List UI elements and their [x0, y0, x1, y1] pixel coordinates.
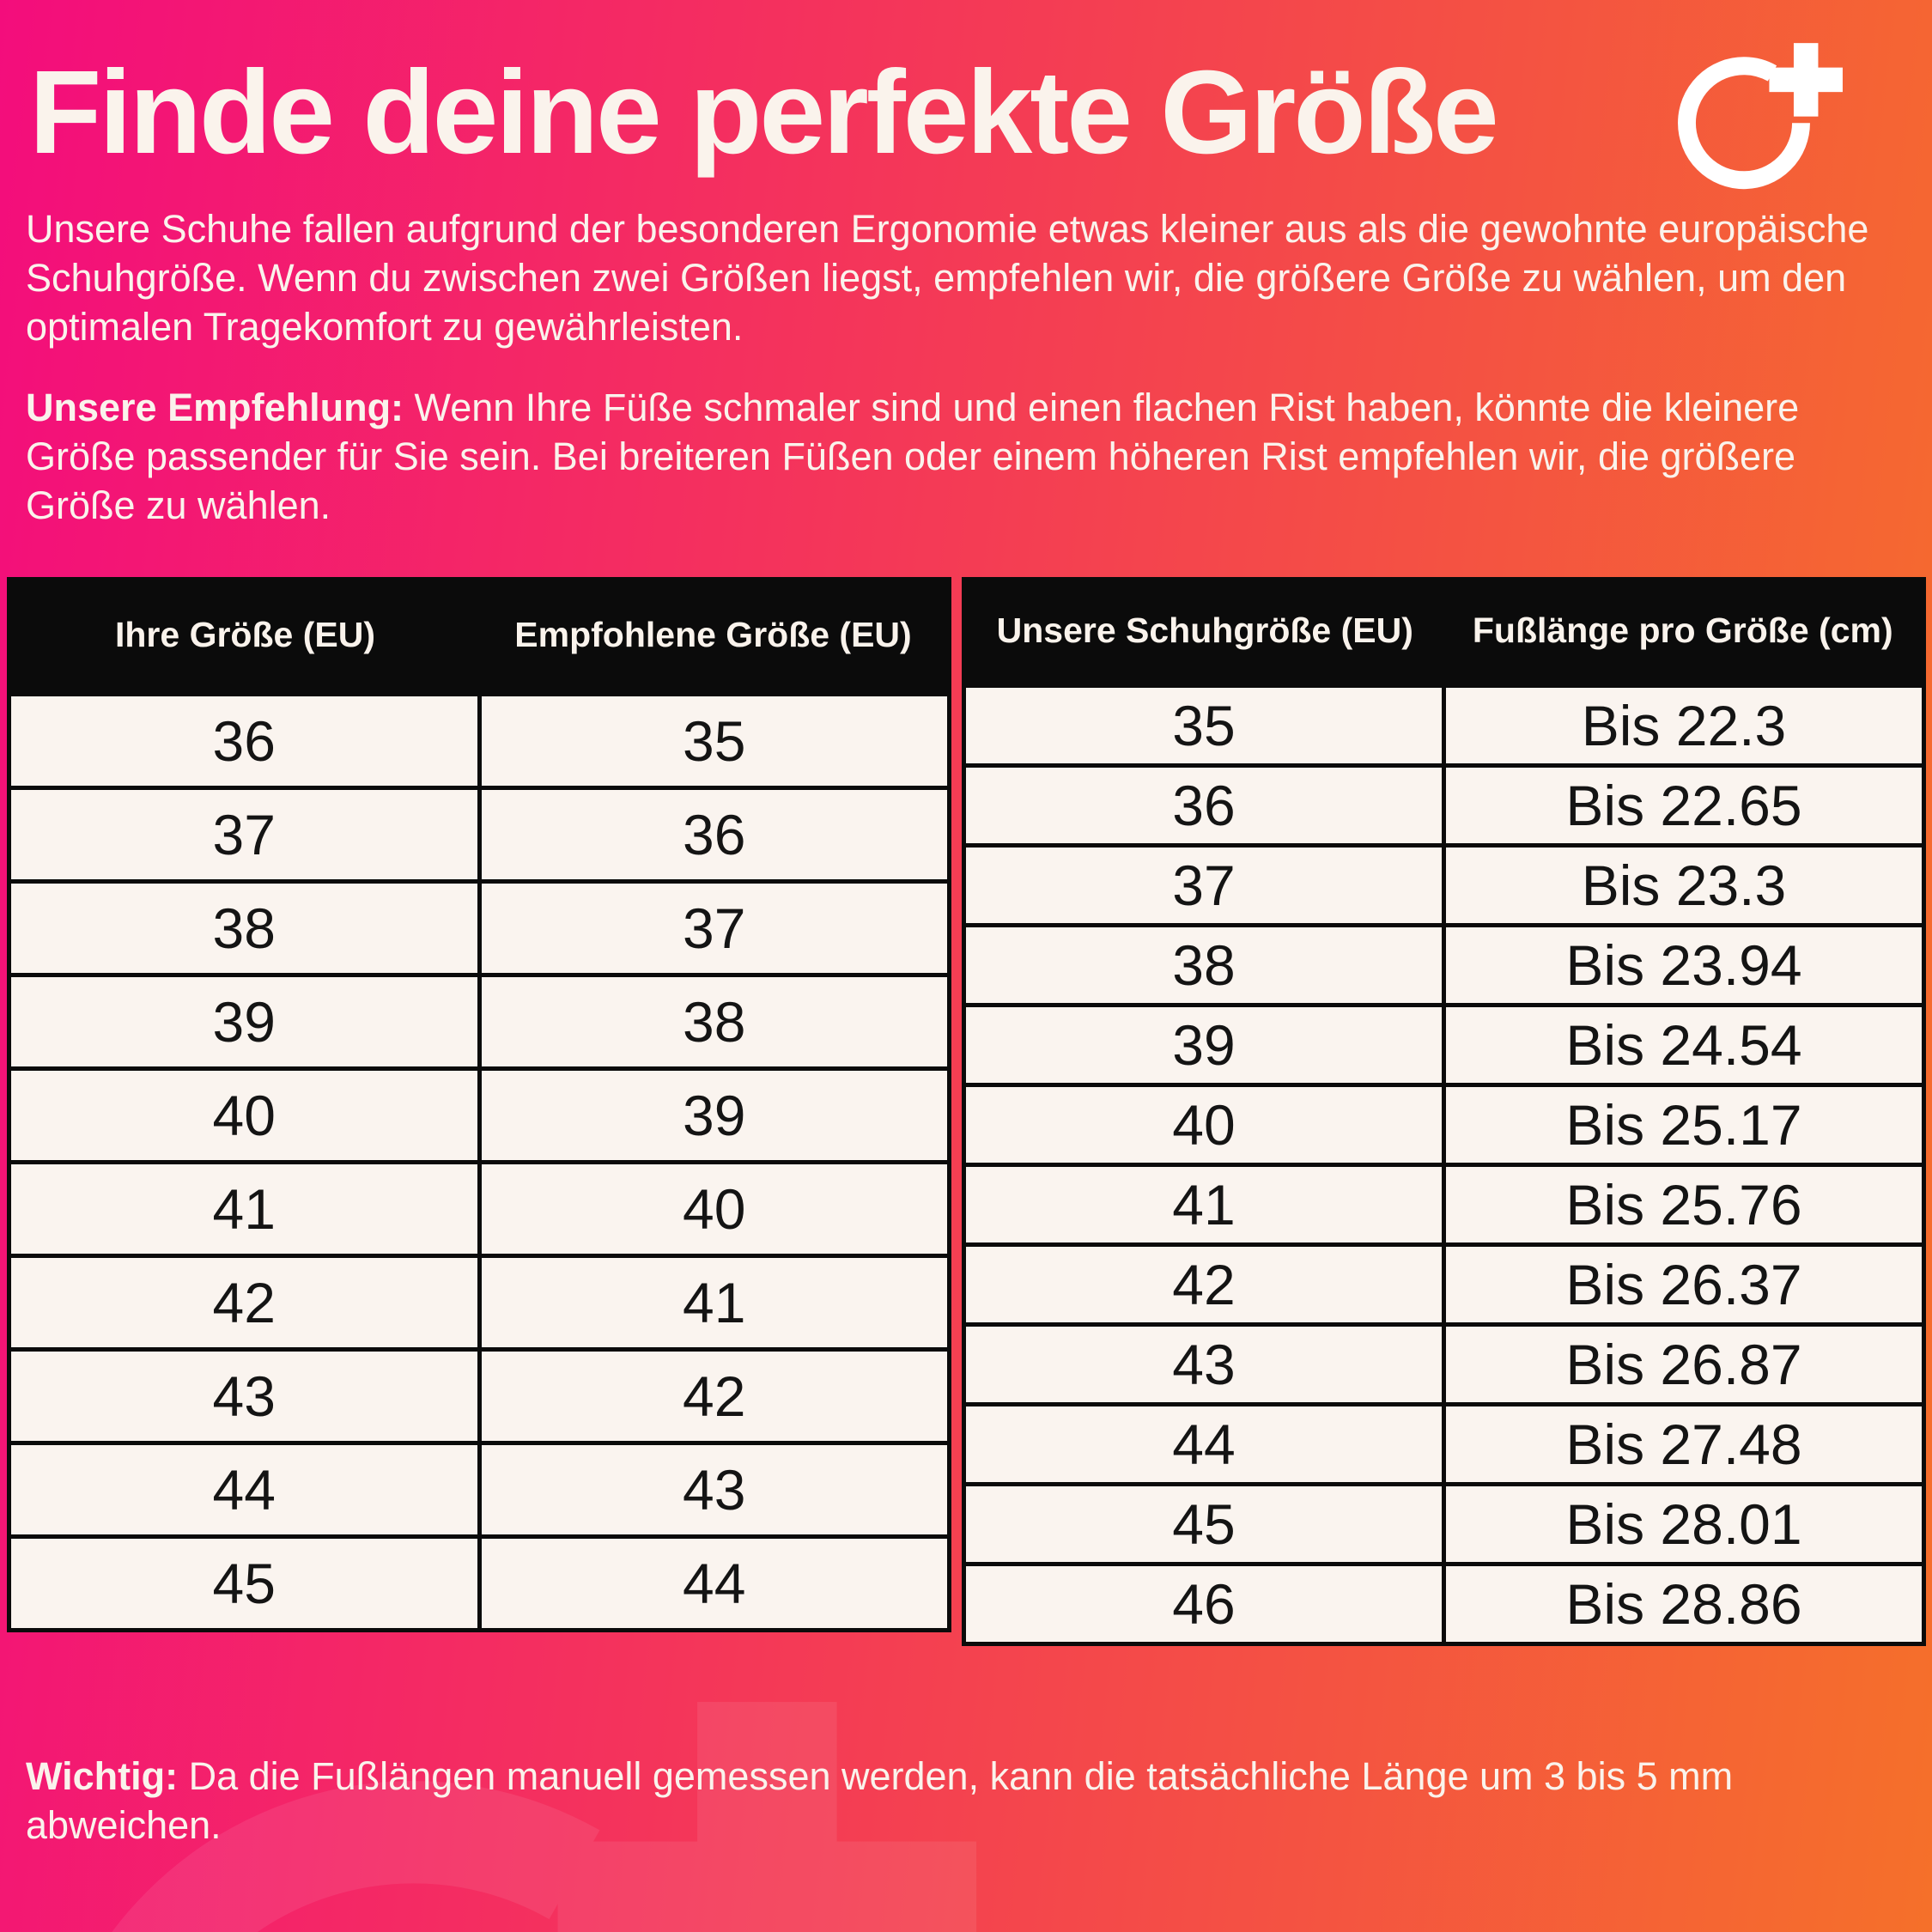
table-row: 36 Bis 22.65 [962, 763, 1926, 848]
table-cell: 42 [7, 1254, 482, 1352]
table-cell: 38 [477, 973, 951, 1071]
table-cell: 36 [477, 786, 951, 884]
table-cell: 38 [7, 879, 482, 977]
table-row: 41 40 [7, 1160, 951, 1258]
recommendation-label: Unsere Empfehlung: [26, 386, 404, 429]
table-row: 40 Bis 25.17 [962, 1083, 1926, 1167]
table-cell: 46 [962, 1562, 1446, 1646]
table-cell: Bis 28.01 [1442, 1482, 1926, 1566]
table-cell: Bis 23.94 [1442, 923, 1926, 1007]
table-cell: Bis 26.87 [1442, 1322, 1926, 1406]
table-cell: 36 [7, 692, 482, 790]
table-cell: 45 [7, 1534, 482, 1632]
table-row: 39 38 [7, 973, 951, 1071]
table-cell: 44 [962, 1402, 1446, 1486]
page-title: Finde deine perfekte Größe [29, 46, 1499, 179]
table-cell: 43 [962, 1322, 1446, 1406]
length-table-header-our-size: Unsere Schuhgröße (EU) [963, 577, 1444, 686]
table-cell: 40 [7, 1066, 482, 1164]
recommendation-paragraph: Unsere Empfehlung: Wenn Ihre Füße schmal… [26, 383, 1911, 530]
table-cell: 44 [7, 1441, 482, 1539]
table-cell: Bis 25.17 [1442, 1083, 1926, 1167]
intro-paragraph: Unsere Schuhe fallen aufgrund der besond… [26, 207, 1869, 349]
table-row: 37 Bis 23.3 [962, 843, 1926, 927]
table-row: 36 35 [7, 692, 951, 790]
table-cell: Bis 23.3 [1442, 843, 1926, 927]
length-table-header-foot-length: Fußlänge pro Größe (cm) [1443, 577, 1924, 686]
table-row: 43 42 [7, 1347, 951, 1445]
table-cell: 44 [477, 1534, 951, 1632]
table-cell: Bis 27.48 [1442, 1402, 1926, 1486]
table-cell: 42 [962, 1242, 1446, 1327]
size-table-body: 36 35 37 36 38 37 39 38 40 39 41 40 42 41 43 42 44 43 45 44 [7, 692, 951, 1632]
table-row: 46 Bis 28.86 [962, 1562, 1926, 1646]
table-row: 37 36 [7, 786, 951, 884]
length-table-body: 35 Bis 22.3 36 Bis 22.65 37 Bis 23.3 38 Bis 23.… [962, 683, 1926, 1646]
table-row: 45 44 [7, 1534, 951, 1632]
table-row: 43 Bis 26.87 [962, 1322, 1926, 1406]
table-cell: Bis 22.65 [1442, 763, 1926, 848]
table-cell: 39 [962, 1003, 1446, 1087]
table-cell: 42 [477, 1347, 951, 1445]
table-cell: Bis 26.37 [1442, 1242, 1926, 1327]
table-cell: 40 [477, 1160, 951, 1258]
table-cell: 41 [962, 1163, 1446, 1247]
table-row: 44 Bis 27.48 [962, 1402, 1926, 1486]
table-cell: 38 [962, 923, 1446, 1007]
table-cell: 37 [962, 843, 1446, 927]
table-row: 41 Bis 25.76 [962, 1163, 1926, 1247]
table-cell: 43 [477, 1441, 951, 1539]
table-cell: 37 [7, 786, 482, 884]
table-cell: Bis 22.3 [1442, 683, 1926, 768]
length-table-header: Unsere Schuhgröße (EU) Fußlänge pro Größ… [963, 577, 1924, 686]
table-row: 38 37 [7, 879, 951, 977]
table-row: 44 43 [7, 1441, 951, 1539]
size-table-header: Ihre Größe (EU) Empfohlene Größe (EU) [9, 577, 950, 695]
table-row: 39 Bis 24.54 [962, 1003, 1926, 1087]
tables-container: Ihre Größe (EU) Empfohlene Größe (EU) 36… [7, 577, 1926, 1646]
table-row: 42 Bis 26.37 [962, 1242, 1926, 1327]
footer-label: Wichtig: [26, 1754, 179, 1798]
table-cell: 36 [962, 763, 1446, 848]
recommendation-text: Wenn Ihre Füße schmaler sind und einen f… [26, 386, 1800, 528]
table-row: 35 Bis 22.3 [962, 683, 1926, 768]
table-cell: 40 [962, 1083, 1446, 1167]
table-cell: Bis 25.76 [1442, 1163, 1926, 1247]
table-cell: 39 [7, 973, 482, 1071]
table-cell: 45 [962, 1482, 1446, 1566]
size-conversion-table: Ihre Größe (EU) Empfohlene Größe (EU) 36… [7, 577, 951, 1632]
brand-logo-icon [1678, 43, 1843, 190]
table-cell: 35 [962, 683, 1446, 768]
foot-length-table: Unsere Schuhgröße (EU) Fußlänge pro Größ… [962, 577, 1926, 1646]
table-row: 40 39 [7, 1066, 951, 1164]
table-row: 38 Bis 23.94 [962, 923, 1926, 1007]
table-cell: 39 [477, 1066, 951, 1164]
table-cell: 41 [477, 1254, 951, 1352]
table-row: 42 41 [7, 1254, 951, 1352]
footer-note: Wichtig: Da die Fußlängen manuell gemess… [26, 1752, 1863, 1850]
table-cell: 43 [7, 1347, 482, 1445]
size-table-header-recommended-size: Empfohlene Größe (EU) [479, 577, 950, 695]
table-cell: Bis 28.86 [1442, 1562, 1926, 1646]
size-table-header-your-size: Ihre Größe (EU) [9, 577, 479, 695]
table-cell: Bis 24.54 [1442, 1003, 1926, 1087]
table-cell: 41 [7, 1160, 482, 1258]
table-row: 45 Bis 28.01 [962, 1482, 1926, 1566]
table-cell: 35 [477, 692, 951, 790]
table-cell: 37 [477, 879, 951, 977]
footer-text: Da die Fußlängen manuell gemessen werden… [26, 1754, 1734, 1848]
